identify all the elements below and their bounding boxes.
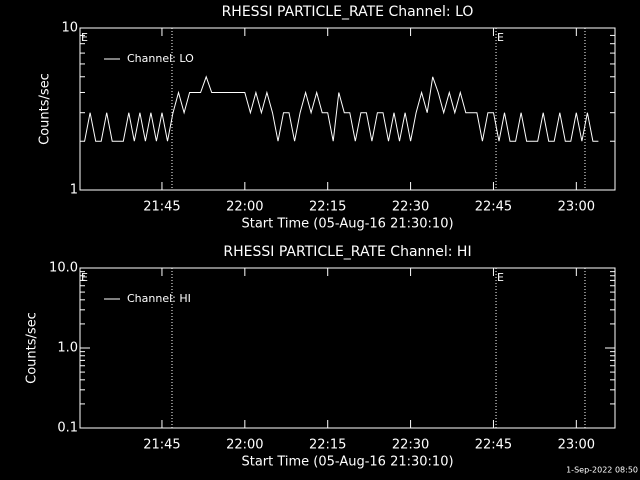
x-axis-label: Start Time (05-Aug-16 21:30:10) (241, 455, 453, 470)
y-tick-label: 10.0 (49, 261, 78, 276)
y-tick-label: 10 (61, 21, 78, 36)
legend-label: Channel: LO (127, 52, 194, 65)
y-tick-label: 1.0 (57, 341, 78, 356)
y-axis-label: Counts/sec (38, 73, 53, 145)
annotation: E (81, 271, 88, 284)
x-tick-label: 21:45 (143, 438, 180, 453)
data-line (84, 75, 599, 142)
x-tick-label: 22:15 (309, 200, 346, 215)
x-tick-label: 21:45 (143, 200, 180, 215)
x-tick-label: 23:00 (558, 200, 595, 215)
x-axis-label: Start Time (05-Aug-16 21:30:10) (241, 217, 453, 232)
x-tick-label: 22:00 (226, 200, 263, 215)
x-tick-label: 22:30 (392, 200, 429, 215)
y-tick-label: 1 (70, 183, 78, 198)
annotation: E (497, 31, 504, 44)
chart-title: RHESSI PARTICLE_RATE Channel: LO (222, 4, 474, 20)
x-tick-label: 23:00 (558, 438, 595, 453)
y-tick-label: 0.1 (57, 421, 78, 436)
y-axis-label: Counts/sec (25, 312, 40, 384)
annotation: E (81, 31, 88, 44)
plot-frame (79, 27, 616, 191)
legend-label: Channel: HI (127, 292, 191, 305)
x-tick-label: 22:00 (226, 438, 263, 453)
annotation: E (497, 271, 504, 284)
x-tick-label: 22:45 (475, 200, 512, 215)
x-tick-label: 22:15 (309, 438, 346, 453)
x-tick-label: 22:30 (392, 438, 429, 453)
x-tick-label: 22:45 (475, 438, 512, 453)
footer: 1-Sep-2022 08:50 (566, 466, 638, 475)
chart-title: RHESSI PARTICLE_RATE Channel: HI (223, 244, 471, 260)
